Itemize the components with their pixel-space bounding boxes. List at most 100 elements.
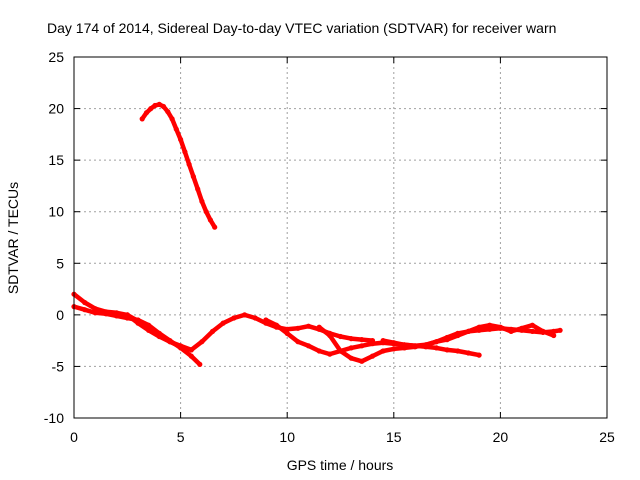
data-point — [231, 315, 237, 321]
data-point — [369, 341, 376, 347]
data-point — [295, 325, 301, 331]
data-point — [337, 348, 344, 354]
data-point — [433, 339, 439, 345]
chart-title: Day 174 of 2014, Sidereal Day-to-day VTE… — [47, 20, 556, 36]
data-point — [212, 224, 218, 230]
data-point — [348, 345, 354, 351]
data-point — [169, 116, 175, 122]
data-point — [487, 326, 493, 332]
data-point — [465, 328, 471, 334]
data-point — [199, 339, 205, 345]
data-point — [359, 337, 365, 343]
y-tick-label: -5 — [52, 358, 65, 374]
data-point — [148, 106, 154, 112]
series-line-satellite-arc-f — [380, 322, 556, 349]
y-tick-label: 25 — [48, 49, 64, 65]
x-tick-label: 25 — [599, 429, 615, 445]
data-point — [284, 330, 290, 336]
data-point — [540, 328, 546, 334]
data-point — [188, 347, 194, 353]
y-tick-label: 15 — [48, 152, 64, 168]
data-point — [124, 312, 130, 318]
data-point — [160, 103, 167, 110]
data-point — [199, 198, 205, 204]
data-point — [348, 355, 354, 361]
data-point — [165, 109, 171, 115]
data-point — [210, 328, 216, 334]
data-point — [135, 320, 141, 326]
data-point — [327, 332, 333, 339]
data-point — [207, 217, 213, 223]
data-point — [220, 320, 226, 326]
x-tick-label: 20 — [493, 429, 509, 445]
data-point — [92, 310, 98, 316]
data-point — [103, 311, 109, 317]
data-point — [263, 317, 269, 323]
data-point — [455, 332, 461, 339]
data-point — [497, 324, 503, 330]
data-point — [444, 337, 450, 343]
data-point — [195, 186, 201, 192]
series-group — [71, 101, 563, 367]
axis-ticks: 0 5 10 15 20 25 -10 -5 0 5 10 15 20 25 — [44, 49, 615, 445]
data-point — [197, 361, 203, 367]
data-point — [465, 350, 471, 356]
data-point — [188, 353, 194, 359]
data-point — [242, 312, 248, 318]
data-point — [380, 338, 386, 344]
data-point — [146, 327, 152, 333]
x-tick-label: 5 — [177, 429, 185, 445]
plot-frame — [73, 56, 608, 419]
data-point — [273, 322, 280, 328]
data-point — [508, 328, 514, 334]
data-point — [305, 323, 312, 329]
data-point — [359, 358, 365, 364]
data-point — [551, 332, 557, 339]
data-point — [82, 299, 88, 306]
data-point — [82, 307, 88, 313]
data-point — [173, 126, 179, 132]
data-point — [114, 313, 120, 319]
data-point — [92, 306, 98, 312]
data-point — [359, 343, 365, 349]
data-point — [156, 333, 162, 340]
series-line-satellite-arc-e — [316, 324, 563, 364]
data-point — [167, 339, 173, 345]
data-point — [391, 346, 397, 352]
x-tick-label: 0 — [70, 429, 78, 445]
y-tick-label: 20 — [48, 101, 64, 117]
data-point — [476, 324, 482, 330]
data-point — [203, 209, 209, 215]
data-point — [327, 351, 333, 357]
data-point — [182, 149, 188, 155]
data-point — [139, 116, 145, 122]
data-point — [156, 101, 162, 107]
data-point — [433, 345, 439, 351]
x-tick-label: 15 — [386, 429, 402, 445]
data-point — [186, 161, 192, 167]
data-point — [178, 343, 184, 349]
data-point — [487, 322, 493, 328]
data-point — [348, 336, 354, 342]
data-point — [369, 353, 376, 359]
data-point — [316, 324, 322, 330]
data-point — [476, 352, 482, 358]
data-point — [557, 327, 563, 333]
data-point — [529, 322, 536, 328]
data-point — [143, 110, 150, 116]
data-point — [519, 325, 525, 331]
data-point — [529, 328, 536, 334]
y-tick-label: 10 — [48, 204, 64, 220]
data-point — [295, 339, 301, 345]
data-point — [316, 348, 322, 354]
data-point — [305, 343, 312, 349]
data-point — [178, 136, 184, 143]
data-point — [444, 347, 450, 353]
grid — [74, 57, 607, 418]
data-point — [380, 348, 386, 354]
data-point — [252, 315, 258, 321]
y-tick-label: 5 — [56, 255, 64, 271]
y-tick-label: -10 — [44, 410, 64, 426]
data-point — [190, 174, 196, 180]
